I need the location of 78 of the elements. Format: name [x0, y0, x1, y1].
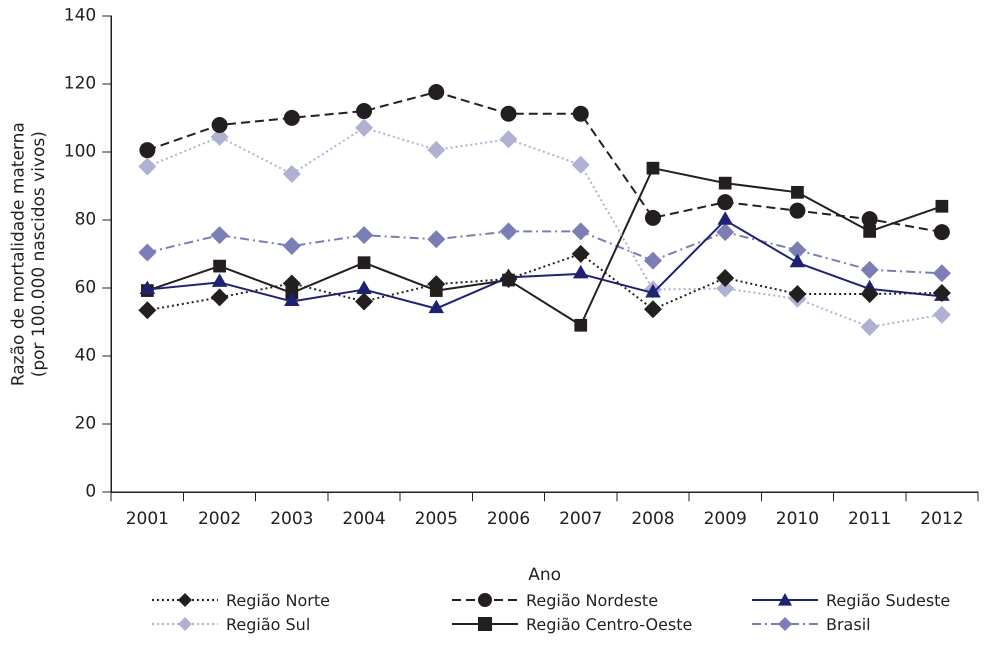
point [789, 202, 806, 219]
point [644, 210, 661, 226]
point [282, 164, 301, 183]
point [500, 270, 518, 288]
point [427, 140, 446, 159]
point [500, 222, 518, 240]
point [716, 223, 734, 242]
y-tick-label: 0 [85, 482, 96, 502]
x-tick-label: 2012 [920, 508, 964, 529]
point [860, 318, 879, 336]
x-tick-label: 2009 [704, 508, 747, 529]
x-tick-label: 2003 [270, 508, 314, 529]
point [427, 230, 446, 248]
point [282, 237, 301, 256]
x-tick-label: 2010 [776, 508, 820, 529]
x-axis-title: Ano [528, 565, 562, 586]
y-tick-label: 120 [64, 74, 96, 94]
point [138, 244, 156, 262]
point [500, 130, 518, 148]
point [934, 224, 950, 240]
point [788, 284, 806, 303]
x-tick-label: 2004 [342, 508, 386, 529]
y-tick-label: 40 [74, 346, 96, 366]
point [139, 142, 156, 158]
point [210, 226, 229, 244]
point [644, 300, 662, 318]
legend-label: Brasil [826, 614, 871, 634]
point [358, 256, 370, 270]
point [355, 118, 374, 137]
point [860, 260, 879, 279]
y-axis-title: Razão de mortalidade materna (por 100.000 nascidos vivos) [8, 122, 50, 386]
legend-label: Região Norte [226, 590, 330, 610]
point [138, 157, 156, 176]
legend-label: Região Nordeste [526, 590, 658, 610]
x-tick-label: 2007 [559, 508, 602, 529]
point [791, 186, 804, 199]
point [138, 301, 156, 320]
point [356, 103, 372, 120]
point [646, 162, 660, 175]
x-tick-label: 2002 [198, 508, 242, 529]
point [936, 200, 948, 213]
point [572, 244, 590, 263]
legend-label: Região Sudeste [826, 590, 950, 610]
point [500, 106, 517, 122]
x-tick-label: 2005 [414, 508, 458, 529]
point [860, 284, 879, 303]
point [718, 176, 732, 190]
point [572, 156, 590, 174]
point [284, 110, 300, 126]
legend-label: Região Centro-Oeste [526, 614, 692, 634]
y-tick-label: 60 [74, 278, 96, 298]
point [644, 252, 662, 270]
point [863, 225, 876, 238]
x-tick-label: 2011 [848, 508, 892, 529]
legend-label: Região Sul [226, 614, 310, 634]
y-tick-label: 80 [74, 210, 96, 230]
point [212, 117, 228, 133]
x-tick-label: 2008 [631, 508, 675, 529]
point [574, 318, 588, 332]
point [210, 288, 229, 306]
point [213, 260, 226, 272]
point [862, 211, 878, 228]
point [716, 269, 734, 287]
x-tick-label: 2006 [486, 508, 530, 529]
y-tick-label: 140 [64, 6, 96, 26]
point [355, 226, 374, 244]
point [932, 284, 951, 302]
x-tick-label: 2001 [126, 508, 169, 529]
y-tick-label: 100 [64, 142, 96, 162]
point [717, 194, 734, 210]
y-tick-label: 20 [74, 414, 96, 434]
point [355, 292, 374, 310]
point [572, 106, 589, 122]
point [572, 222, 590, 240]
point [932, 306, 951, 324]
point [428, 84, 444, 100]
point [932, 264, 951, 282]
point [788, 241, 806, 260]
